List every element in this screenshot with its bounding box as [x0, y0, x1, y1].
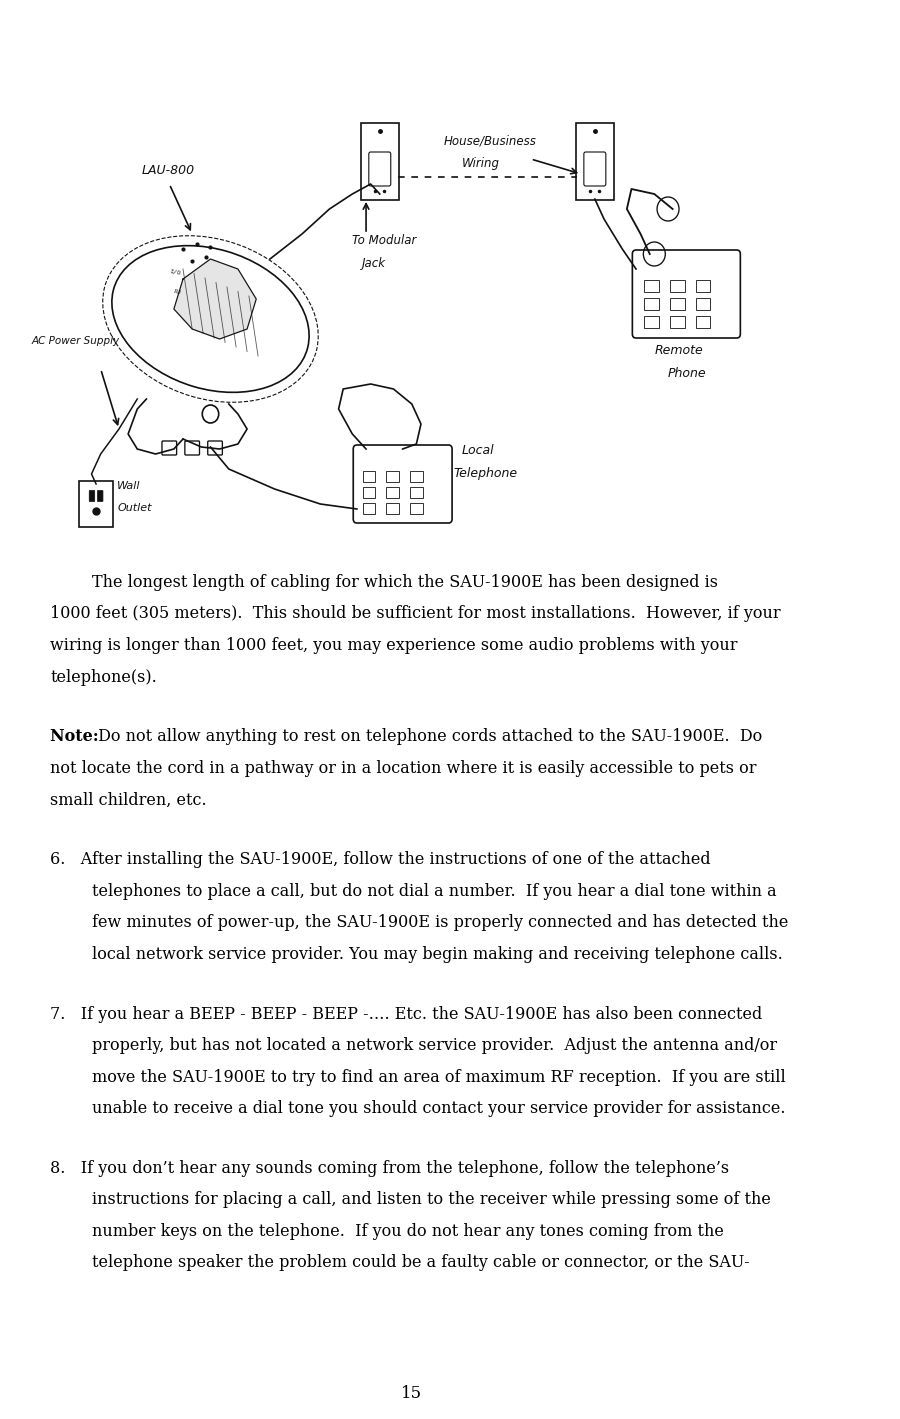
Text: 7.   If you hear a BEEP - BEEP - BEEP -…. Etc. the SAU-1900E has also been conne: 7. If you hear a BEEP - BEEP - BEEP -…. …	[50, 1006, 762, 1023]
Text: RJ: RJ	[174, 289, 182, 295]
Text: local network service provider. You may begin making and receiving telephone cal: local network service provider. You may …	[92, 945, 782, 962]
FancyBboxPatch shape	[97, 491, 103, 501]
Text: Note:: Note:	[50, 728, 104, 745]
Text: telephone(s).: telephone(s).	[50, 668, 158, 685]
Text: Telephone: Telephone	[453, 467, 518, 480]
Text: I/O: I/O	[169, 268, 181, 275]
Text: To Modular: To Modular	[352, 234, 417, 247]
FancyBboxPatch shape	[89, 491, 94, 501]
Text: telephone speaker the problem could be a faulty cable or connector, or the SAU-: telephone speaker the problem could be a…	[92, 1254, 749, 1271]
Text: Outlet: Outlet	[117, 502, 151, 514]
Text: The longest length of cabling for which the SAU-1900E has been designed is: The longest length of cabling for which …	[92, 575, 717, 590]
Text: number keys on the telephone.  If you do not hear any tones coming from the: number keys on the telephone. If you do …	[92, 1223, 724, 1240]
Text: Wiring: Wiring	[462, 158, 500, 170]
Text: Remote: Remote	[654, 343, 703, 358]
Text: move the SAU-1900E to try to find an area of maximum RF reception.  If you are s: move the SAU-1900E to try to find an are…	[92, 1069, 786, 1086]
Text: LAU-800: LAU-800	[142, 165, 195, 177]
Text: 1000 feet (305 meters).  This should be sufficient for most installations.  Howe: 1000 feet (305 meters). This should be s…	[50, 606, 781, 623]
Text: Phone: Phone	[668, 368, 706, 380]
Text: 15: 15	[401, 1385, 422, 1402]
Text: instructions for placing a call, and listen to the receiver while pressing some : instructions for placing a call, and lis…	[92, 1192, 770, 1209]
Text: Do not allow anything to rest on telephone cords attached to the SAU-1900E.  Do: Do not allow anything to rest on telepho…	[94, 728, 762, 745]
Text: unable to receive a dial tone you should contact your service provider for assis: unable to receive a dial tone you should…	[92, 1100, 785, 1117]
Text: 8.   If you don’t hear any sounds coming from the telephone, follow the telephon: 8. If you don’t hear any sounds coming f…	[50, 1159, 730, 1176]
Text: wiring is longer than 1000 feet, you may experience some audio problems with you: wiring is longer than 1000 feet, you may…	[50, 637, 738, 654]
Text: Local: Local	[462, 444, 495, 457]
Text: properly, but has not located a network service provider.  Adjust the antenna an: properly, but has not located a network …	[92, 1037, 777, 1054]
Text: AC Power Supply: AC Power Supply	[32, 336, 121, 346]
Text: Wall: Wall	[117, 481, 140, 491]
Text: telephones to place a call, but do not dial a number.  If you hear a dial tone w: telephones to place a call, but do not d…	[92, 883, 776, 900]
Text: not locate the cord in a pathway or in a location where it is easily accessible : not locate the cord in a pathway or in a…	[50, 759, 757, 776]
Text: 6.   After installing the SAU-1900E, follow the instructions of one of the attac: 6. After installing the SAU-1900E, follo…	[50, 851, 711, 868]
Polygon shape	[174, 260, 256, 339]
Text: House/Business: House/Business	[444, 133, 536, 148]
Text: Jack: Jack	[362, 257, 385, 270]
Text: few minutes of power-up, the SAU-1900E is properly connected and has detected th: few minutes of power-up, the SAU-1900E i…	[92, 914, 788, 931]
Text: small children, etc.: small children, etc.	[50, 792, 207, 809]
